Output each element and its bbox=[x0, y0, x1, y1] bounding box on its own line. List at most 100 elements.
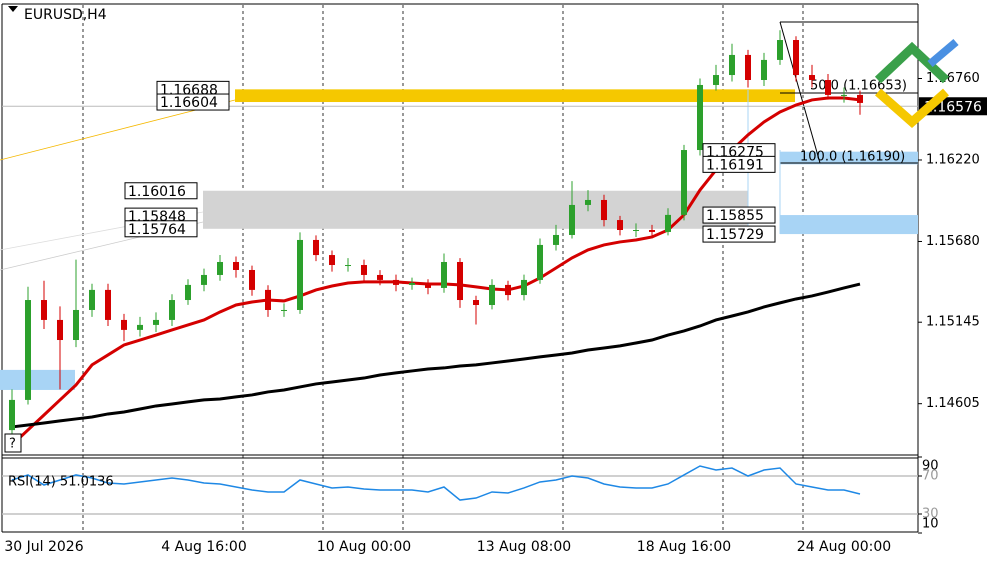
level-label-box bbox=[702, 155, 776, 173]
candle-body bbox=[697, 84, 703, 151]
logo-part bbox=[875, 88, 949, 129]
candle-body bbox=[761, 59, 767, 80]
logo bbox=[874, 38, 959, 129]
rsi-title: RSI(14) 51.0136 bbox=[8, 475, 114, 490]
help-label: ? bbox=[9, 437, 16, 452]
candle-body bbox=[841, 94, 847, 96]
zone bbox=[780, 215, 918, 235]
candle-body bbox=[361, 265, 367, 275]
candle-body bbox=[825, 80, 831, 95]
rsi-line bbox=[11, 465, 861, 501]
candle-body bbox=[553, 234, 559, 245]
candle-body bbox=[169, 300, 175, 320]
candle-body bbox=[377, 274, 383, 280]
candle-body bbox=[345, 265, 351, 267]
x-tick-label: 13 Aug 08:00 bbox=[477, 539, 571, 555]
y-tick-label: 1.15145 bbox=[926, 315, 980, 330]
x-tick-label: 18 Aug 16:00 bbox=[637, 539, 731, 555]
candle-body bbox=[617, 220, 623, 230]
level-label-box bbox=[702, 206, 776, 224]
moving-average bbox=[11, 282, 861, 429]
zone bbox=[203, 190, 748, 229]
level-label: 1.15855 bbox=[706, 208, 764, 224]
level-label: 1.16191 bbox=[706, 157, 764, 173]
candle-body bbox=[393, 279, 399, 285]
y-tick-label: 1.15680 bbox=[926, 234, 980, 249]
frame bbox=[1, 3, 919, 533]
candle-body bbox=[153, 319, 159, 325]
candle-body bbox=[649, 230, 655, 232]
candle-body bbox=[313, 239, 319, 256]
candle-body bbox=[729, 54, 735, 76]
y-tick-label: 1.16220 bbox=[926, 152, 980, 167]
candle-body bbox=[777, 40, 783, 60]
candle-body bbox=[73, 309, 79, 341]
candle-body bbox=[441, 261, 447, 288]
symbol-menu-icon[interactable] bbox=[8, 6, 18, 12]
candle-body bbox=[425, 282, 431, 288]
candle-body bbox=[857, 94, 863, 103]
y-tick-label: 30 bbox=[922, 507, 939, 522]
candle-body bbox=[409, 282, 415, 285]
candle-body bbox=[505, 284, 511, 296]
candle-body bbox=[665, 214, 671, 232]
level-label-box bbox=[124, 220, 198, 238]
zone bbox=[0, 369, 75, 390]
chart-title: EURUSD,H4 bbox=[24, 7, 107, 23]
help-box bbox=[4, 433, 22, 453]
level-label-box bbox=[702, 225, 776, 243]
x-tick-label: 24 Aug 00:00 bbox=[797, 539, 891, 555]
candle-body bbox=[89, 289, 95, 310]
candle-body bbox=[521, 279, 527, 296]
candle-body bbox=[329, 255, 335, 266]
plot: 50.0 (1.16653)100.0 (1.16190)1.166881.16… bbox=[0, 21, 987, 555]
candle-body bbox=[713, 75, 719, 85]
level-label: 1.15764 bbox=[128, 222, 186, 238]
candle-body bbox=[809, 75, 815, 80]
zone bbox=[780, 151, 918, 165]
y-tick-label: 70 bbox=[922, 469, 939, 484]
candle-body bbox=[57, 319, 63, 341]
y-tick-label: 10 bbox=[922, 517, 939, 532]
y-tick-label: 1.14605 bbox=[926, 396, 980, 411]
candle-body bbox=[569, 204, 575, 235]
candle-body bbox=[25, 300, 31, 400]
candle-body bbox=[745, 54, 751, 80]
candle-body bbox=[489, 284, 495, 305]
candle-body bbox=[201, 274, 207, 285]
zone bbox=[235, 89, 795, 103]
candle-body bbox=[105, 289, 111, 320]
candle-body bbox=[297, 239, 303, 310]
logo-part bbox=[927, 38, 959, 68]
candle-body bbox=[41, 300, 47, 320]
candle-body bbox=[457, 261, 463, 301]
candle-body bbox=[601, 199, 607, 221]
candle-body bbox=[473, 300, 479, 305]
level-label: 1.16604 bbox=[160, 95, 218, 111]
level-label-box bbox=[124, 182, 198, 200]
candle-body bbox=[249, 269, 255, 290]
fib-label: 100.0 (1.16190) bbox=[800, 150, 905, 165]
logo-part bbox=[874, 41, 950, 84]
candle-body bbox=[9, 399, 15, 431]
candle-body bbox=[265, 289, 271, 310]
candle-body bbox=[537, 244, 543, 280]
x-tick-label: 4 Aug 16:00 bbox=[161, 539, 247, 555]
candle-body bbox=[137, 324, 143, 330]
candle-body bbox=[633, 230, 639, 231]
candle-body bbox=[793, 40, 799, 76]
candle-body bbox=[233, 261, 239, 270]
candle-body bbox=[185, 284, 191, 301]
candle-body bbox=[121, 319, 127, 330]
candle-body bbox=[217, 261, 223, 275]
x-tick-label: 30 Jul 2026 bbox=[4, 539, 83, 555]
level-label: 1.16016 bbox=[128, 184, 186, 200]
candle-body bbox=[681, 150, 687, 215]
period-separators bbox=[82, 5, 804, 531]
candle-body bbox=[281, 309, 287, 311]
fib-label: 50.0 (1.16653) bbox=[810, 79, 907, 94]
level-label-box bbox=[156, 93, 230, 111]
y-tick-label: 90 bbox=[922, 459, 939, 474]
x-tick-label: 10 Aug 00:00 bbox=[317, 539, 411, 555]
